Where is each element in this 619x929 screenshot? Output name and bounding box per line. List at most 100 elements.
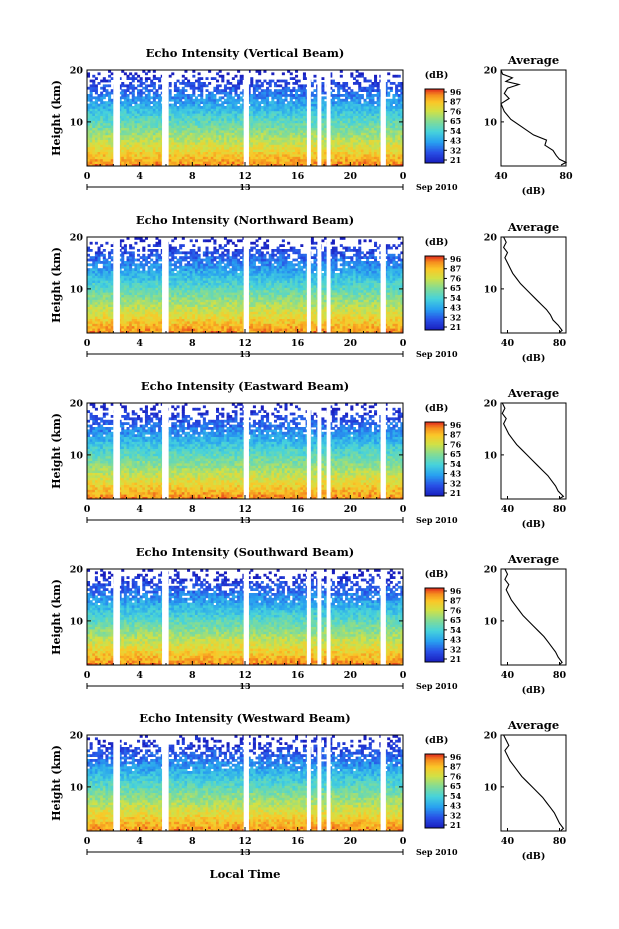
echo-cell	[105, 154, 109, 157]
echo-cell	[284, 98, 288, 102]
echo-cell	[200, 84, 204, 88]
echo-cell	[324, 127, 328, 131]
echo-cell	[334, 325, 338, 329]
echo-cell	[239, 98, 243, 102]
echo-cell	[263, 118, 267, 121]
echo-cell	[237, 137, 241, 140]
echo-cell	[89, 84, 93, 88]
echo-cell	[108, 158, 112, 162]
echo-cell	[268, 89, 272, 92]
echo-cell	[395, 321, 399, 324]
echo-cell	[368, 110, 372, 114]
echo-cell	[239, 323, 243, 327]
echo-cell	[302, 77, 306, 80]
echo-cell	[184, 98, 188, 102]
echo-cell	[392, 146, 396, 150]
echo-cell	[213, 323, 217, 327]
echo-cell	[358, 321, 362, 324]
echo-cell	[279, 106, 283, 109]
echo-cell	[392, 101, 396, 104]
echo-cell	[147, 137, 151, 140]
echo-cell	[271, 132, 275, 136]
echo-cell	[337, 125, 341, 128]
echo-cell	[152, 113, 156, 116]
echo-cell	[100, 163, 104, 167]
echo-cell	[252, 158, 256, 162]
echo-cell	[339, 127, 343, 131]
echo-cell	[371, 321, 375, 324]
echo-cell	[126, 146, 130, 150]
echo-cell	[345, 316, 349, 319]
echo-cell	[266, 94, 270, 97]
echo-cell	[310, 103, 314, 107]
echo-cell	[134, 77, 138, 80]
echo-cell	[329, 132, 333, 136]
echo-cell	[255, 86, 259, 90]
echo-cell	[97, 316, 101, 319]
echo-cell	[210, 158, 214, 162]
echo-cell	[208, 321, 212, 324]
echo-cell	[324, 142, 328, 145]
echo-cell	[334, 82, 338, 85]
echo-cell	[250, 122, 254, 126]
echo-cell	[392, 118, 396, 121]
echo-cell	[397, 151, 401, 155]
echo-cell	[171, 139, 175, 143]
echo-cell	[252, 101, 256, 104]
echo-cell	[400, 106, 404, 109]
echo-cell	[147, 118, 151, 121]
echo-cell	[231, 98, 235, 102]
echo-cell	[110, 110, 114, 114]
echo-cell	[255, 325, 259, 329]
echo-cell	[266, 115, 270, 119]
echo-cell	[97, 94, 101, 97]
echo-cell	[358, 151, 362, 155]
echo-cell	[337, 144, 341, 148]
echo-cell	[223, 316, 227, 319]
echo-cell	[208, 142, 212, 145]
echo-cell	[376, 98, 380, 102]
echo-cell	[110, 163, 114, 167]
echo-cell	[168, 316, 172, 319]
echo-cell	[105, 94, 109, 97]
echo-cell	[142, 325, 146, 329]
echo-cell	[205, 130, 209, 133]
echo-cell	[337, 328, 341, 331]
echo-cell	[129, 149, 133, 152]
echo-cell	[339, 74, 343, 78]
echo-cell	[271, 330, 275, 334]
echo-cell	[345, 101, 349, 104]
echo-cell	[279, 134, 283, 138]
echo-cell	[110, 132, 114, 136]
echo-cell	[158, 330, 162, 334]
echo-cell	[397, 132, 401, 136]
echo-cell	[239, 151, 243, 155]
echo-cell	[273, 122, 277, 126]
echo-cell	[368, 156, 372, 160]
echo-cell	[281, 125, 285, 128]
echo-cell	[97, 151, 101, 155]
echo-cell	[339, 149, 343, 152]
data-gap	[317, 70, 322, 166]
echo-cell	[210, 96, 214, 100]
echo-cell	[121, 110, 125, 114]
echo-cell	[155, 120, 159, 124]
echo-cell	[384, 163, 388, 167]
echo-cell	[289, 161, 293, 164]
echo-cell	[221, 142, 225, 145]
echo-cell	[384, 154, 388, 157]
echo-cell	[221, 110, 225, 114]
echo-cell	[231, 318, 235, 322]
echo-cell	[134, 101, 138, 104]
echo-cell	[221, 328, 225, 331]
echo-cell	[350, 154, 354, 157]
echo-cell	[300, 118, 304, 121]
echo-cell	[181, 118, 185, 121]
echo-cell	[321, 325, 325, 329]
echo-cell	[271, 328, 275, 331]
echo-cell	[102, 120, 106, 124]
echo-cell	[363, 110, 367, 114]
echo-cell	[279, 137, 283, 140]
echo-cell	[234, 137, 238, 140]
echo-cell	[237, 96, 241, 100]
